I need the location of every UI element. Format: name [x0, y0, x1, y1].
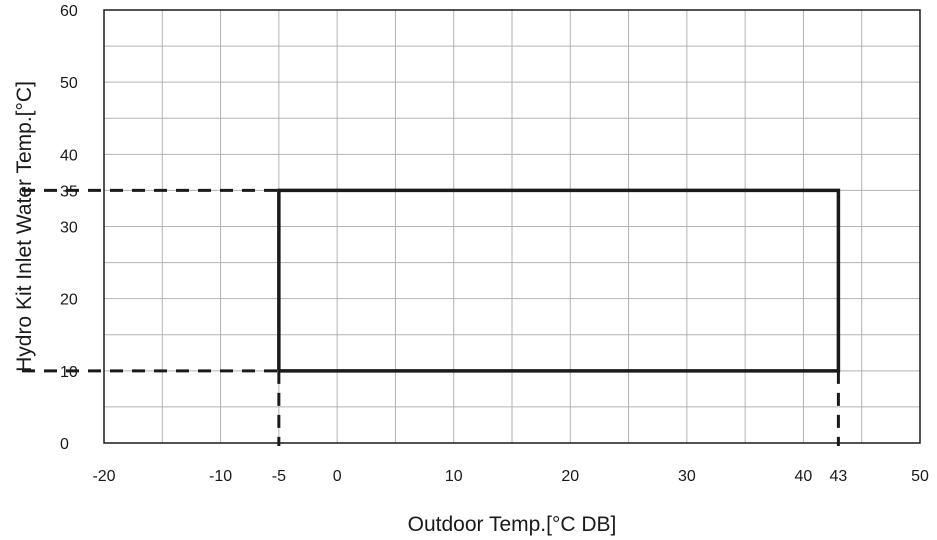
y-axis-title: Hydro Kit Inlet Water Temp.[°C] [13, 81, 36, 372]
y-tick-label: 20 [60, 292, 78, 309]
y-tick-labels: 0 10 20 30 35 40 50 60 [60, 3, 78, 453]
x-tick-label: 40 [795, 468, 813, 485]
y-tick-label: 40 [60, 147, 78, 164]
x-tick-label: -10 [209, 468, 232, 485]
grid [104, 10, 920, 443]
x-tick-label: -20 [92, 468, 115, 485]
y-tick-label: 10 [60, 364, 78, 381]
y-tick-label: 35 [60, 183, 78, 200]
plot-frame [103, 9, 921, 444]
dashed-guides [22, 188, 840, 446]
x-tick-label: 10 [445, 468, 463, 485]
x-tick-label: 43 [830, 468, 848, 485]
x-axis-title: Outdoor Temp.[°C DB] [408, 513, 617, 536]
x-tick-label: -5 [272, 468, 286, 485]
series-layer [277, 188, 841, 373]
y-tick-label: 60 [60, 3, 78, 20]
y-tick-label: 0 [60, 436, 69, 453]
x-tick-label: 0 [333, 468, 342, 485]
y-tick-label: 50 [60, 75, 78, 92]
x-tick-label: 50 [911, 468, 929, 485]
x-tick-label: 20 [561, 468, 579, 485]
y-tick-label: 30 [60, 220, 78, 237]
x-tick-label: 30 [678, 468, 696, 485]
x-tick-labels: -20 -10 -5 0 10 20 30 40 43 50 [92, 468, 929, 485]
operating-range-line [277, 188, 841, 373]
